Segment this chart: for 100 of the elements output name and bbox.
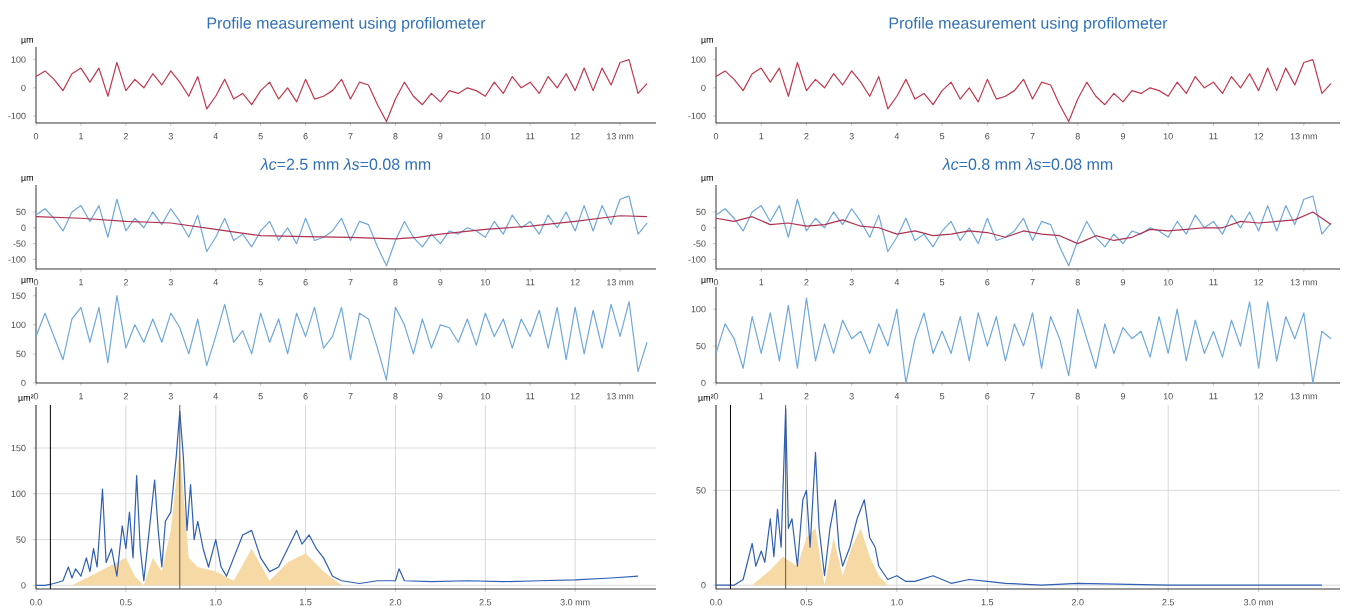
x-tick-label: 1	[759, 279, 764, 286]
x-tick-label: 0.0	[30, 599, 42, 606]
x-tick-label: 2.0	[1071, 599, 1084, 606]
chart-title: λc=0.8 mm λs=0.08 mm	[942, 158, 1113, 170]
y-tick-label: 100	[691, 305, 706, 313]
x-tick-label: 2	[804, 279, 809, 286]
x-tick-label: 11	[526, 133, 535, 140]
y-tick-label: 50	[696, 208, 706, 216]
x-tick-label: 9	[1120, 279, 1126, 286]
x-tick-label: 9	[438, 393, 443, 400]
x-tick-label: 0.0	[710, 599, 722, 606]
x-tick-label: 3	[849, 133, 854, 140]
line-series	[35, 195, 648, 267]
x-tick-label: 11	[526, 279, 535, 286]
x-tick-label: 1	[79, 393, 84, 400]
y-tick-label: 100	[11, 56, 26, 63]
x-tick-label: 12	[570, 279, 580, 286]
y-tick-label: 150	[11, 444, 26, 452]
x-tick-label: 8	[393, 393, 398, 400]
line-series	[715, 195, 1332, 267]
x-tick-label: 0	[713, 279, 719, 286]
x-tick-label: 8	[393, 133, 398, 140]
x-tick-label: 3	[168, 133, 173, 140]
y-axis-title: µm	[21, 37, 34, 45]
x-tick-label: 7	[1030, 279, 1035, 286]
x-tick-label: 2	[804, 133, 809, 140]
x-tick-label: 1	[79, 279, 84, 286]
x-tick-label: 10	[480, 393, 490, 400]
chart-title: Profile measurement using profilometer	[889, 16, 1168, 32]
x-tick-label: 13 mm	[607, 393, 634, 400]
x-tick-label: 11	[1209, 279, 1218, 286]
x-tick-label: 12	[1254, 133, 1264, 140]
y-tick-label: 0	[21, 379, 26, 387]
x-tick-label: 0	[713, 133, 719, 140]
x-tick-label: 4	[894, 279, 900, 286]
x-tick-label: 8	[1075, 279, 1080, 286]
x-tick-label: 10	[480, 279, 490, 286]
x-tick-label: 12	[1254, 393, 1264, 400]
x-tick-label: 3	[849, 279, 854, 286]
y-tick-label: 0	[701, 379, 706, 387]
x-tick-label: 2	[123, 133, 128, 140]
y-axis-title: µm²	[698, 394, 714, 403]
x-tick-label: 4	[213, 279, 218, 286]
x-tick-label: 1.0	[210, 599, 222, 606]
x-tick-label: 13 mm	[607, 279, 634, 286]
x-tick-label: 5	[939, 393, 945, 400]
x-tick-label: 2.5	[479, 599, 492, 606]
x-tick-label: 10	[480, 133, 490, 140]
x-tick-label: 9	[438, 279, 443, 286]
y-tick-label: 50	[696, 342, 706, 350]
x-tick-label: 4	[894, 133, 900, 140]
x-tick-label: 11	[1209, 133, 1218, 140]
y-tick-label: -50	[13, 240, 26, 247]
x-tick-label: 3.0 mm	[560, 599, 590, 606]
y-axis-title: µm	[701, 37, 714, 45]
x-tick-label: 5	[258, 393, 263, 400]
x-tick-label: 8	[1075, 393, 1080, 400]
y-tick-label: 150	[11, 292, 26, 299]
y-tick-label: 0	[21, 224, 26, 231]
y-tick-label: 0	[701, 582, 706, 589]
x-tick-label: 10	[1163, 393, 1173, 400]
y-tick-label: -100	[688, 112, 706, 120]
y-tick-label: -100	[8, 256, 26, 263]
x-tick-label: 3	[849, 393, 854, 400]
x-tick-label: 9	[1120, 393, 1126, 400]
x-tick-label: 13 mm	[1290, 133, 1317, 140]
x-tick-label: 12	[1254, 279, 1264, 286]
line-series	[715, 59, 1332, 123]
line-series	[35, 410, 639, 586]
y-tick-label: 100	[691, 56, 706, 63]
x-tick-label: 12	[570, 393, 580, 400]
x-tick-label: 7	[1030, 133, 1035, 140]
x-tick-label: 2.0	[389, 599, 402, 606]
x-tick-label: 5	[939, 279, 945, 286]
x-tick-label: 6	[303, 279, 308, 286]
x-tick-label: 9	[438, 133, 443, 140]
x-tick-label: 7	[1030, 393, 1035, 400]
y-tick-label: 100	[11, 321, 26, 328]
x-tick-label: 1	[759, 133, 764, 140]
x-tick-label: 6	[985, 133, 990, 140]
x-tick-label: 11	[1209, 393, 1218, 400]
x-tick-label: 10	[1163, 133, 1173, 140]
y-axis-title: µm	[21, 175, 34, 183]
x-tick-label: 2.5	[1162, 599, 1175, 606]
line-series	[35, 295, 648, 381]
line-series	[715, 211, 1332, 245]
x-tick-label: 0	[713, 393, 719, 400]
chart-title: λc=2.5 mm λs=0.08 mm	[260, 158, 431, 170]
y-tick-label: 100	[11, 490, 26, 497]
x-tick-label: 2	[123, 279, 128, 286]
x-tick-label: 13 mm	[607, 133, 634, 140]
x-tick-label: 6	[985, 393, 990, 400]
x-tick-label: 4	[213, 133, 218, 140]
x-tick-label: 3	[168, 393, 173, 400]
x-tick-label: 2	[804, 393, 809, 400]
y-tick-label: 50	[16, 350, 26, 358]
x-tick-label: 1	[79, 133, 84, 140]
x-tick-label: 13 mm	[1290, 279, 1317, 286]
y-tick-label: 50	[696, 487, 706, 494]
x-tick-label: 10	[1163, 279, 1173, 286]
